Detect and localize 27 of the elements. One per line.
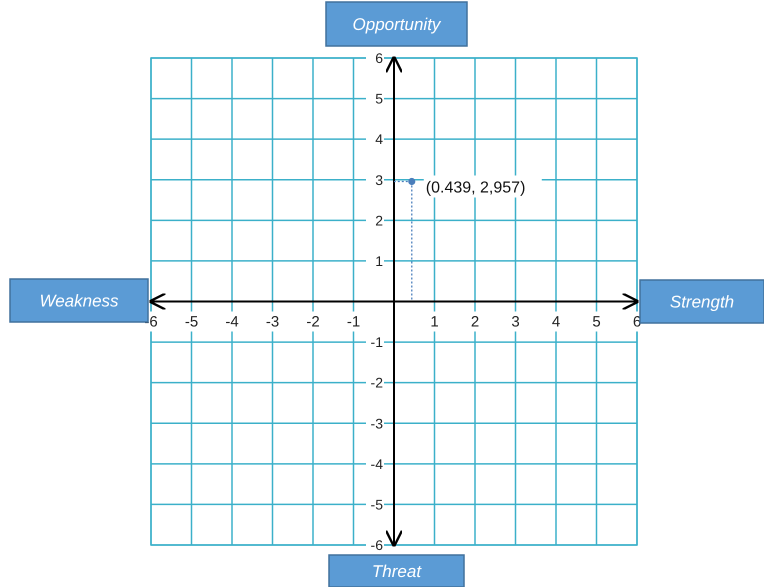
x-tick-label: -5 <box>184 314 198 330</box>
y-tick-label: 4 <box>375 131 384 148</box>
x-tick-label: 2 <box>470 314 480 330</box>
y-tick-label: -2 <box>370 374 384 391</box>
y-tick-label: -1 <box>370 334 384 350</box>
x-tick-label: -2 <box>306 314 320 330</box>
y-tick-label: -5 <box>370 496 384 512</box>
y-tick-label: 3 <box>375 172 384 188</box>
y-tick-label: 1 <box>375 252 384 269</box>
x-axis-title: Strength <box>670 292 734 312</box>
x-tick-label: 3 <box>511 314 520 330</box>
x-tick-label: 1 <box>430 314 439 330</box>
x-tick-label: 5 <box>592 314 601 330</box>
x-tick-label: -3 <box>266 314 280 330</box>
y-tick-label: -3 <box>370 415 384 432</box>
y-tick-label: 6 <box>375 50 384 66</box>
y-tick-label: 5 <box>375 90 384 107</box>
x-tick-label: -4 <box>225 314 239 330</box>
y-tick-label: -6 <box>370 537 384 553</box>
y-tick-label: 2 <box>375 212 384 228</box>
x-tick-label: -1 <box>346 314 360 330</box>
annotation: (0.439, 2,957) <box>426 179 526 196</box>
y-axis-title: Opportunity <box>352 15 442 34</box>
text: Threat <box>372 562 422 581</box>
x-tick-label: 4 <box>552 314 560 330</box>
y-tick-label: -4 <box>370 456 384 472</box>
text: Weakness <box>39 292 120 310</box>
